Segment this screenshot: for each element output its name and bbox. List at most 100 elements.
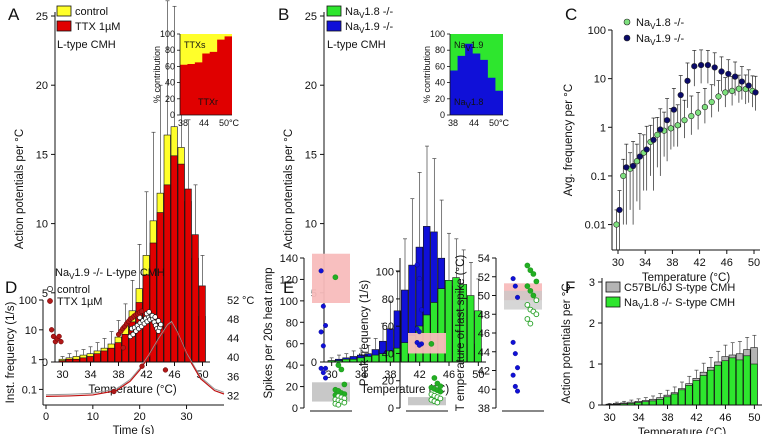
x-axis-label: Temperature (°C) [361, 384, 449, 396]
y-axis-label: Action potentials per °C [14, 129, 26, 249]
bar-series2-44 [707, 369, 715, 406]
point-nav18ko-7 [533, 297, 540, 304]
inset-label-nav19: NaV1.9 [454, 40, 483, 53]
point-nav18ko-11 [437, 395, 444, 402]
point-nav18ko-11 [533, 311, 540, 318]
point-nav19ko-7 [512, 383, 518, 389]
bar-series2-38 [663, 396, 671, 406]
point-nav18-39 [674, 122, 681, 129]
y-tick-label-1: 1 [589, 359, 595, 371]
y-tick-label-0: 0 [589, 400, 595, 412]
y-tick-label-10: 10 [594, 74, 606, 86]
point-nav18ko-0 [428, 341, 435, 347]
bar-series2-37 [656, 398, 664, 406]
x-tick-label-42: 42 [693, 257, 705, 269]
panel-c: C 0.01 0.1 1 10 100 30 34 38 42 46 50 Temperature (°… [563, 5, 760, 284]
point-control-26 [152, 314, 158, 320]
point-nav19ko-1 [416, 275, 422, 281]
point-nav19-35 [650, 136, 657, 144]
x-tick-label-50: 50 [472, 369, 484, 381]
point-nav18-31 [620, 172, 627, 180]
legend-swatch-control [56, 5, 72, 17]
temp-tick-label-48: 48 [227, 314, 239, 326]
point-nav18-40 [681, 117, 688, 124]
point-nav19-40 [684, 77, 691, 84]
point-nav19ko-0 [318, 268, 324, 274]
bar-series2-36 [649, 400, 657, 406]
y-tick-label-15: 15 [36, 149, 48, 161]
y-tick-label-20: 20 [36, 80, 48, 92]
band-control [408, 333, 446, 354]
y-tick-label-50: 50 [478, 291, 490, 303]
inset-x-tick-label-2: 50°C [489, 118, 510, 128]
y-tick-label-140: 140 [280, 253, 298, 265]
point-nav19ko-4 [320, 343, 326, 349]
inset-y-tick-label-100: 100 [160, 29, 175, 39]
point-ttx-20 [139, 363, 145, 369]
x-tick-label-38: 38 [112, 369, 124, 381]
point-nav19-43 [704, 61, 712, 69]
inset-y-label: % contribution [422, 46, 432, 103]
legend-label-nav18ko: NaV1.8 -/- [345, 6, 393, 20]
point-nav18ko-13 [527, 320, 534, 327]
point-ttx-5 [58, 339, 64, 345]
y-tick-label-2: 2 [589, 318, 595, 330]
point-nav19-49 [745, 82, 752, 89]
inset-label-nav18: NaV1.8 [454, 97, 483, 110]
temp-tick-label-32: 32 [227, 390, 239, 402]
bar-series2-43 [699, 375, 708, 406]
inset-y-tick-label-80: 80 [165, 45, 175, 55]
point-nav18ko-2 [338, 366, 345, 373]
bar-series2-37 [107, 347, 115, 363]
x-tick-label-34: 34 [84, 369, 96, 381]
x-tick-label-10: 10 [87, 411, 99, 423]
y-tick-label-0.1: 0.1 [22, 384, 37, 396]
inset-label-ttxs: TTXs [184, 40, 206, 50]
y-tick-label-38: 38 [478, 403, 490, 415]
point-nav19-37 [663, 117, 671, 124]
inset-y-tick-label-60: 60 [435, 61, 445, 71]
point-nav19-41 [691, 63, 698, 70]
point-nav19-50 [752, 89, 759, 96]
point-nav19-32 [629, 162, 637, 170]
x-tick-label-38: 38 [666, 257, 678, 269]
legend-label-nav19ko: NaV1.9 -/- [345, 21, 393, 35]
legend-marker-ttx [47, 298, 53, 304]
y-tick-label-100: 100 [280, 296, 298, 308]
subplot-3: 38 40 42 44 46 48 50 52 54 T emperature of last s… [455, 253, 544, 415]
point-nav19ko-8 [323, 375, 329, 381]
bar-series2-49 [743, 355, 751, 406]
y-tick-label-15: 15 [305, 149, 317, 161]
legend-swatch-c57 [605, 281, 621, 293]
point-nav19ko-5 [515, 365, 521, 371]
y-axis-label: T emperature of last spike (°C) [455, 255, 467, 412]
y-tick-label-80: 80 [382, 294, 394, 306]
y-tick-label-0: 0 [388, 403, 394, 415]
inset-label-ttxr: TTXr [198, 97, 218, 107]
y-tick-label-0: 0 [292, 403, 298, 415]
point-nav19ko-6 [318, 365, 324, 371]
y-tick-label-25: 25 [305, 11, 317, 23]
bar-series2-50 [750, 363, 758, 406]
panel-letter: B [278, 5, 289, 24]
point-nav18-41 [688, 112, 695, 120]
point-nav19-34 [643, 146, 650, 153]
x-tick-label-30: 30 [612, 257, 624, 269]
bar-series2-45 [163, 184, 171, 363]
bar-series2-47 [177, 163, 185, 363]
y-tick-label-10: 10 [36, 219, 48, 231]
bar-series2-36 [371, 354, 380, 363]
point-control-2 [130, 331, 136, 338]
x-tick-label-34: 34 [639, 257, 651, 269]
bar-series2-46 [721, 360, 729, 406]
y-tick-label-5: 5 [42, 288, 48, 300]
y-tick-label-0: 0 [42, 357, 48, 369]
inset-x-tick-label-1: 44 [199, 118, 209, 128]
temp-tick-label-36: 36 [227, 371, 239, 383]
point-nav18ko-15 [341, 399, 348, 406]
x-tick-label-46: 46 [719, 412, 731, 424]
legend-label-control: control [75, 6, 108, 18]
y-tick-label-40: 40 [286, 360, 298, 372]
temp-tick-label-52: 52 [227, 295, 239, 307]
point-nav19-38 [670, 106, 678, 113]
